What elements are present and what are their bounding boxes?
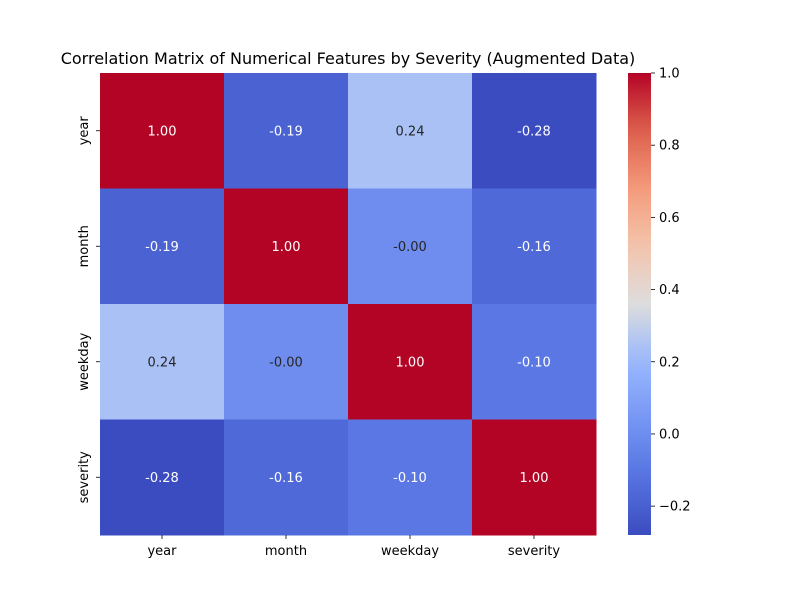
colorbar-tick-label: 0.2 — [659, 355, 680, 370]
colorbar-tick-label: 0.0 — [659, 427, 680, 442]
chart-title: Correlation Matrix of Numerical Features… — [61, 49, 636, 68]
y-tick-label: severity — [77, 451, 92, 504]
x-axis: year month weekday severity — [147, 535, 560, 559]
cell-annotation: 1.00 — [148, 124, 177, 139]
colorbar-gradient — [628, 73, 651, 535]
heatmap-cell — [348, 419, 473, 536]
heatmap-cell — [472, 304, 597, 420]
colorbar: −0.2 0.0 0.2 0.4 0.6 0.8 1.0 — [628, 67, 691, 535]
cell-annotation: 1.00 — [520, 471, 549, 486]
y-tick-label: weekday — [77, 332, 92, 390]
colorbar-tick-label: 0.6 — [659, 211, 680, 226]
cell-annotation: -0.10 — [517, 355, 551, 370]
heatmap-cell — [224, 188, 349, 305]
y-tick-label: month — [77, 225, 92, 267]
cell-annotation: -0.00 — [269, 355, 303, 370]
heatmap-cell — [224, 304, 349, 420]
x-tick-label: year — [147, 544, 177, 559]
cell-annotation: 0.24 — [396, 124, 425, 139]
colorbar-tick-label: 1.0 — [659, 67, 680, 82]
y-axis: year month weekday severity — [77, 116, 100, 504]
heatmap-cell — [472, 419, 597, 536]
heatmap-cell — [348, 304, 473, 420]
cell-annotation: -0.19 — [145, 240, 179, 255]
heatmap-cell — [100, 73, 225, 189]
x-tick-label: month — [265, 544, 307, 559]
y-tick-label: year — [77, 116, 92, 146]
heatmap-cell — [100, 188, 225, 305]
colorbar-tick-label: 0.8 — [659, 139, 680, 154]
heatmap-cell — [224, 419, 349, 536]
cell-annotation: 0.24 — [148, 355, 177, 370]
cell-annotation: -0.28 — [145, 471, 179, 486]
cell-annotation: 1.00 — [272, 240, 301, 255]
cell-annotation: 1.00 — [396, 355, 425, 370]
x-tick-label: weekday — [381, 544, 439, 559]
colorbar-tick-label: −0.2 — [659, 500, 691, 515]
cell-annotation: -0.10 — [393, 471, 427, 486]
heatmap-cell — [100, 419, 225, 536]
x-tick-label: severity — [508, 544, 561, 559]
cell-annotation: -0.16 — [269, 471, 303, 486]
heatmap-cell — [100, 304, 225, 420]
cell-annotation: -0.19 — [269, 124, 303, 139]
heatmap-cell — [472, 73, 597, 189]
heatmap-cells: 1.00 -0.19 0.24 -0.28 -0.19 1.00 -0.00 -0.16 0.2… — [100, 73, 597, 536]
colorbar-tick-label: 0.4 — [659, 283, 680, 298]
heatmap-cell — [472, 188, 597, 305]
heatmap-cell — [224, 73, 349, 189]
cell-annotation: -0.00 — [393, 240, 427, 255]
heatmap-cell — [348, 188, 473, 305]
cell-annotation: -0.16 — [517, 240, 551, 255]
cell-annotation: -0.28 — [517, 124, 551, 139]
heatmap-cell — [348, 73, 473, 189]
